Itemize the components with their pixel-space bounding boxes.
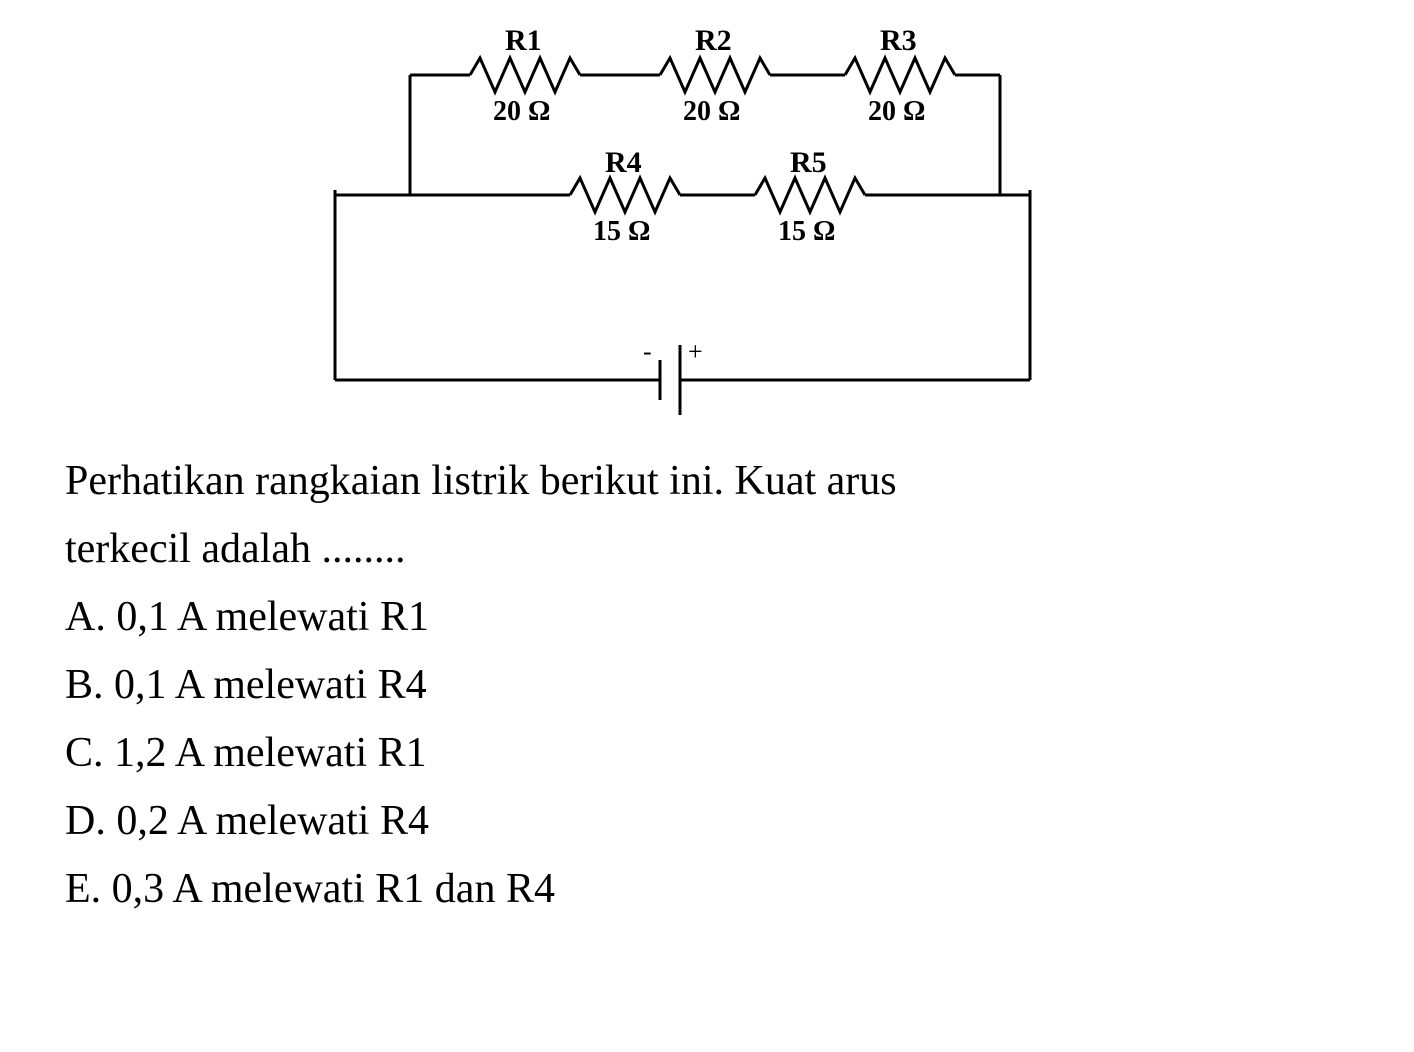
option-d: D. 0,2 A melewati R4 [65, 790, 1404, 853]
r5-value: 15 Ω [778, 216, 835, 247]
question-line-2: terkecil adalah ........ [65, 518, 1404, 581]
r3-label: R3 [880, 24, 917, 57]
option-e: E. 0,3 A melewati R1 dan R4 [65, 858, 1404, 921]
option-a: A. 0,1 A melewati R1 [65, 586, 1404, 649]
r1-label: R1 [505, 24, 542, 57]
r4-value: 15 Ω [593, 216, 650, 247]
r5-label: R5 [790, 146, 827, 179]
circuit-svg: - + [240, 20, 1110, 430]
r2-value: 20 Ω [683, 96, 740, 127]
battery-pos: + [688, 337, 703, 366]
question-line-1: Perhatikan rangkaian listrik berikut ini… [65, 450, 1404, 513]
r3-value: 20 Ω [868, 96, 925, 127]
option-b: B. 0,1 A melewati R4 [65, 654, 1404, 717]
option-c: C. 1,2 A melewati R1 [65, 722, 1404, 785]
r1-value: 20 Ω [493, 96, 550, 127]
r4-label: R4 [605, 146, 642, 179]
question-text: Perhatikan rangkaian listrik berikut ini… [65, 450, 1404, 921]
battery-neg: - [643, 337, 652, 366]
circuit-diagram: - + [240, 20, 1110, 430]
r2-label: R2 [695, 24, 732, 57]
